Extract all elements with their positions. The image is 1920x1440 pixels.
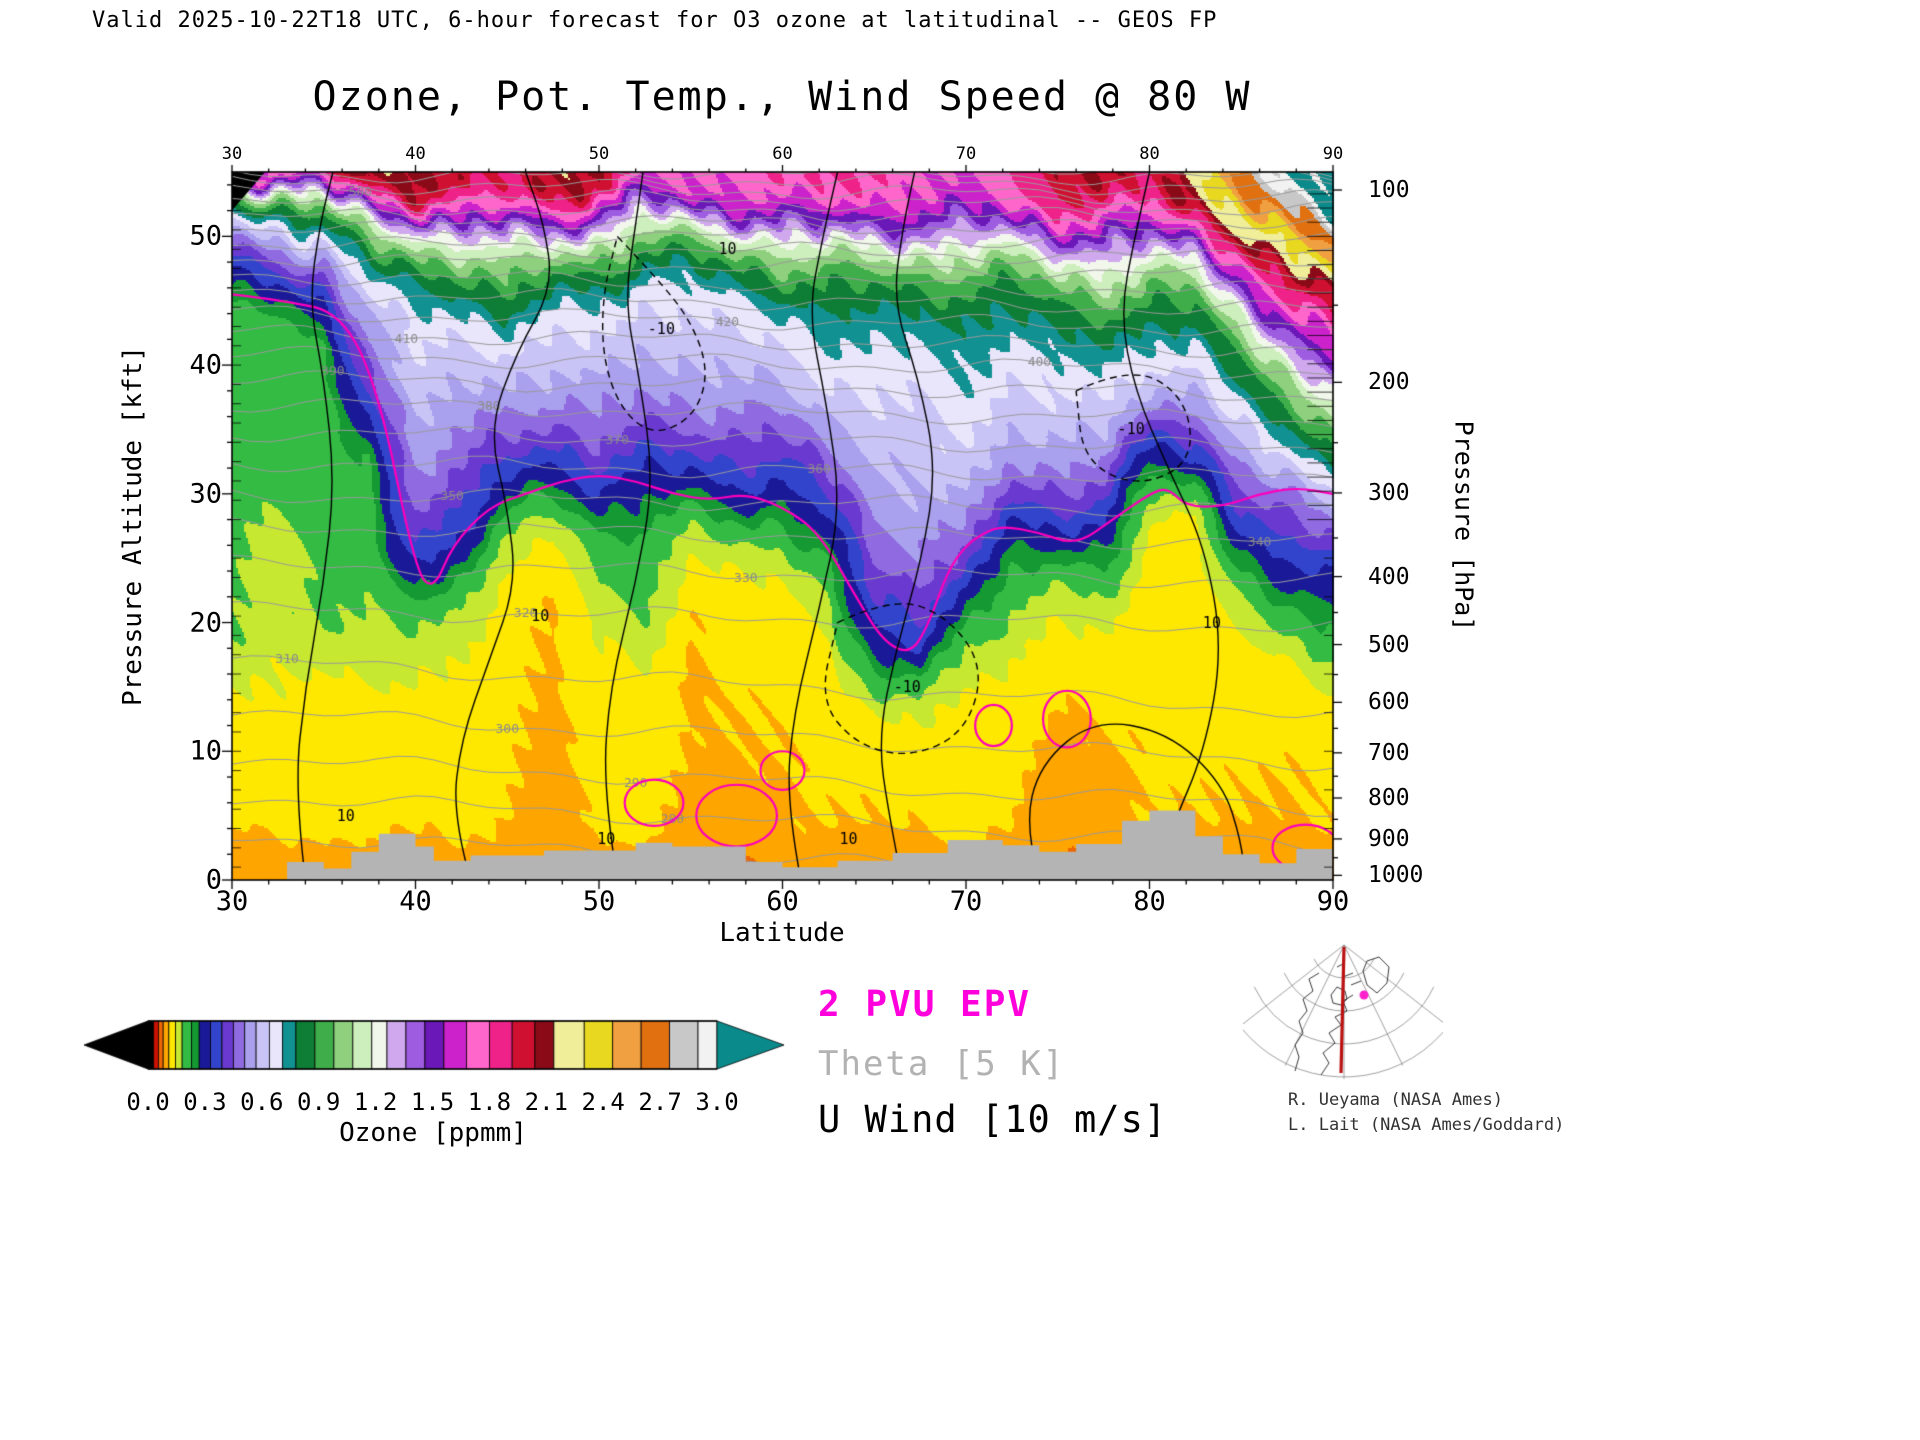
y-axis-label-right: Pressure [hPa] — [1449, 420, 1479, 632]
x-tick-label-top: 70 — [955, 144, 977, 164]
y-tick-label-left: 30 — [189, 478, 222, 510]
x-tick-label-bottom: 30 — [215, 886, 249, 917]
colorbar-tick-label: 1.8 — [467, 1088, 512, 1116]
colorbar-label: Ozone [ppmm] — [339, 1118, 527, 1148]
y-axis-label-left: Pressure Altitude [kft] — [118, 345, 148, 707]
legend-epv: 2 PVU EPV — [818, 984, 1032, 1025]
page-title: Ozone, Pot. Temp., Wind Speed @ 80 W — [312, 74, 1252, 120]
x-tick-label-bottom: 80 — [1133, 886, 1166, 917]
pressure-tick-label: 600 — [1368, 689, 1410, 716]
y-tick-label-left: 40 — [189, 349, 222, 381]
x-tick-label-top: 30 — [221, 144, 243, 164]
x-tick-label-bottom: 70 — [949, 886, 983, 917]
pressure-tick-label: 300 — [1368, 479, 1410, 506]
y-tick-label-left: 10 — [189, 735, 222, 767]
y-tick-label-left: 50 — [189, 220, 222, 252]
colorbar-tick-label: 2.7 — [638, 1088, 682, 1116]
x-axis-label: Latitude — [719, 918, 845, 948]
pressure-tick-label: 500 — [1368, 631, 1410, 658]
colorbar-tick-label: 0.0 — [126, 1088, 170, 1116]
credit-line-2: L. Lait (NASA Ames/Goddard) — [1288, 1115, 1565, 1135]
x-tick-label-top: 80 — [1139, 144, 1160, 164]
pressure-tick-label: 200 — [1368, 369, 1410, 396]
pressure-tick-label: 900 — [1368, 825, 1410, 852]
pressure-tick-label: 700 — [1368, 739, 1410, 766]
colorbar-tick-label: 1.2 — [353, 1088, 398, 1116]
pressure-tick-label: 800 — [1368, 785, 1410, 811]
x-tick-label-bottom: 50 — [582, 886, 616, 917]
x-tick-label-bottom: 40 — [399, 886, 432, 917]
colorbar-tick-label: 2.4 — [581, 1088, 625, 1116]
x-tick-label-top: 90 — [1322, 144, 1344, 164]
pressure-tick-label: 100 — [1368, 177, 1410, 204]
x-tick-label-top: 60 — [772, 144, 793, 164]
y-tick-label-left: 0 — [205, 864, 222, 896]
x-tick-label-bottom: 60 — [766, 886, 799, 917]
colorbar-tick-label: 2.1 — [524, 1088, 568, 1116]
pressure-tick-label: 400 — [1368, 563, 1410, 590]
inset-map-canvas — [1243, 933, 1443, 1083]
legend-uwind: U Wind [10 m/s] — [818, 1098, 1168, 1141]
colorbar-tick-label: 3.0 — [695, 1088, 739, 1116]
colorbar-tick-label: 0.9 — [297, 1088, 341, 1116]
colorbar-tick-label: 1.5 — [410, 1088, 455, 1116]
y-tick-label-left: 20 — [189, 607, 222, 639]
legend-theta: Theta [5 K] — [818, 1044, 1066, 1084]
x-tick-label-top: 50 — [588, 144, 610, 164]
credit-line-1: R. Ueyama (NASA Ames) — [1288, 1090, 1503, 1110]
colorbar-tick-label: 0.6 — [240, 1088, 284, 1116]
valid-header: Valid 2025-10-22T18 UTC, 6-hour forecast… — [92, 8, 1218, 33]
cross-section-canvas — [202, 152, 1363, 912]
x-tick-label-top: 40 — [405, 144, 426, 164]
pressure-tick-label: 1000 — [1368, 862, 1424, 889]
colorbar-tick-label: 0.3 — [183, 1088, 227, 1116]
x-tick-label-bottom: 90 — [1316, 886, 1350, 917]
colorbar-canvas — [78, 1018, 798, 1076]
